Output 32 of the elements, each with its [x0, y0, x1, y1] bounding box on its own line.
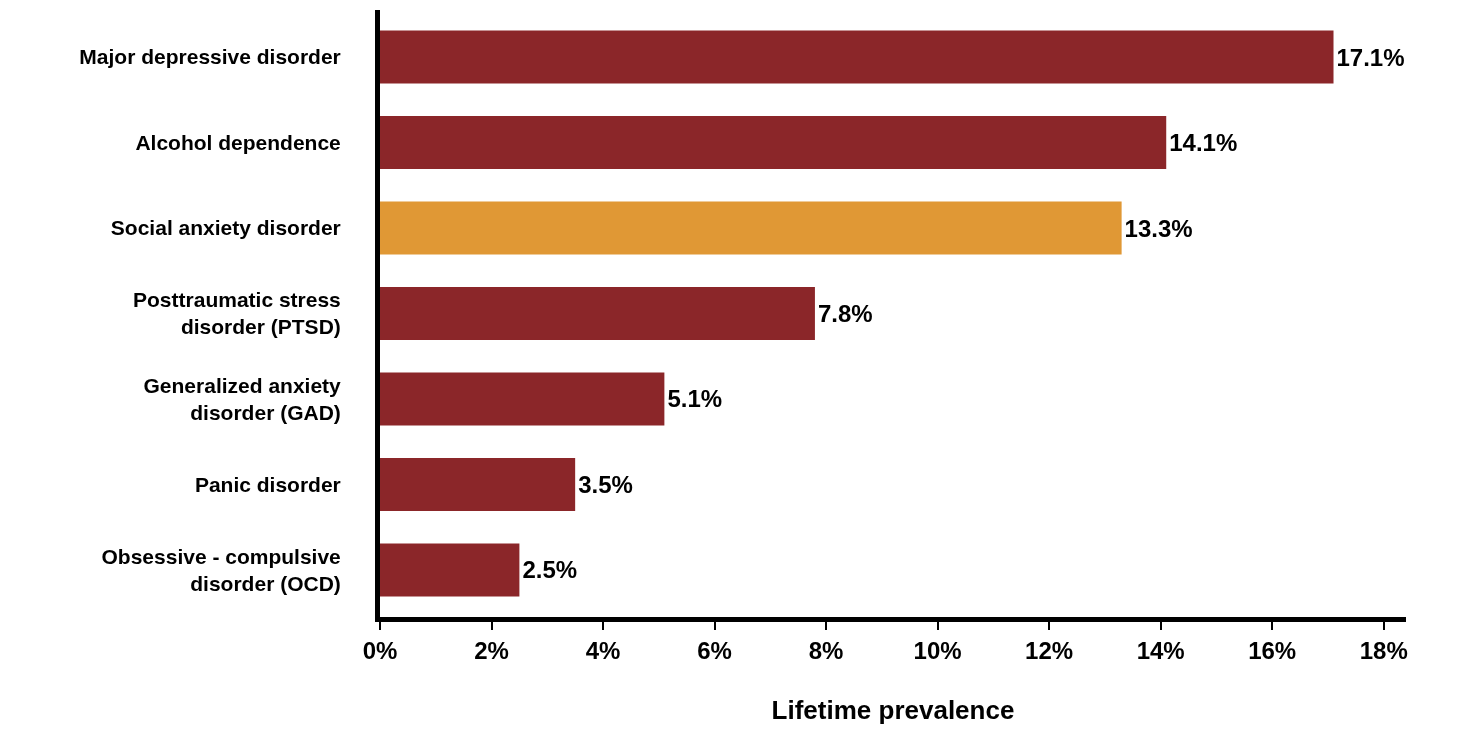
x-tick-label: 6% — [697, 636, 732, 664]
data-label: 3.5% — [578, 470, 633, 498]
bar — [380, 116, 1167, 170]
x-tick-label: 10% — [913, 636, 962, 664]
y-tick-label: Obsessive - compulsive disorder (OCD) — [101, 544, 341, 595]
x-tick-label: 14% — [1136, 636, 1185, 664]
y-tick-label: Posttraumatic stress disorder (PTSD) — [133, 288, 341, 339]
y-tick-label: Major depressive disorder — [79, 45, 341, 69]
x-tick-label: 0% — [362, 636, 398, 664]
x-tick-label: 16% — [1248, 636, 1297, 664]
bar — [380, 457, 576, 511]
bar — [380, 201, 1122, 255]
data-label: 2.5% — [522, 556, 578, 584]
bar — [380, 543, 520, 597]
x-axis-title: Lifetime prevalence — [771, 695, 1015, 726]
bar — [380, 30, 1334, 84]
y-tick-label: Social anxiety disorder — [110, 216, 341, 240]
x-tick-label: 2% — [474, 636, 509, 664]
bar — [380, 287, 815, 340]
x-tick-label: 4% — [585, 636, 621, 664]
x-tick-label: 8% — [808, 636, 844, 664]
data-label: 13.3% — [1124, 214, 1193, 242]
data-label: 17.1% — [1336, 43, 1405, 71]
data-label: 5.1% — [667, 385, 723, 413]
bar — [380, 372, 665, 426]
y-tick-label: Generalized anxiety disorder (GAD) — [143, 373, 342, 424]
y-tick-label: Panic disorder — [194, 472, 341, 496]
x-tick-label: 12% — [1025, 636, 1074, 664]
data-label: 14.1% — [1169, 129, 1238, 157]
y-tick-label: Alcohol dependence — [135, 130, 341, 154]
x-tick-label: 18% — [1359, 636, 1408, 664]
data-label: 7.8% — [817, 300, 873, 327]
